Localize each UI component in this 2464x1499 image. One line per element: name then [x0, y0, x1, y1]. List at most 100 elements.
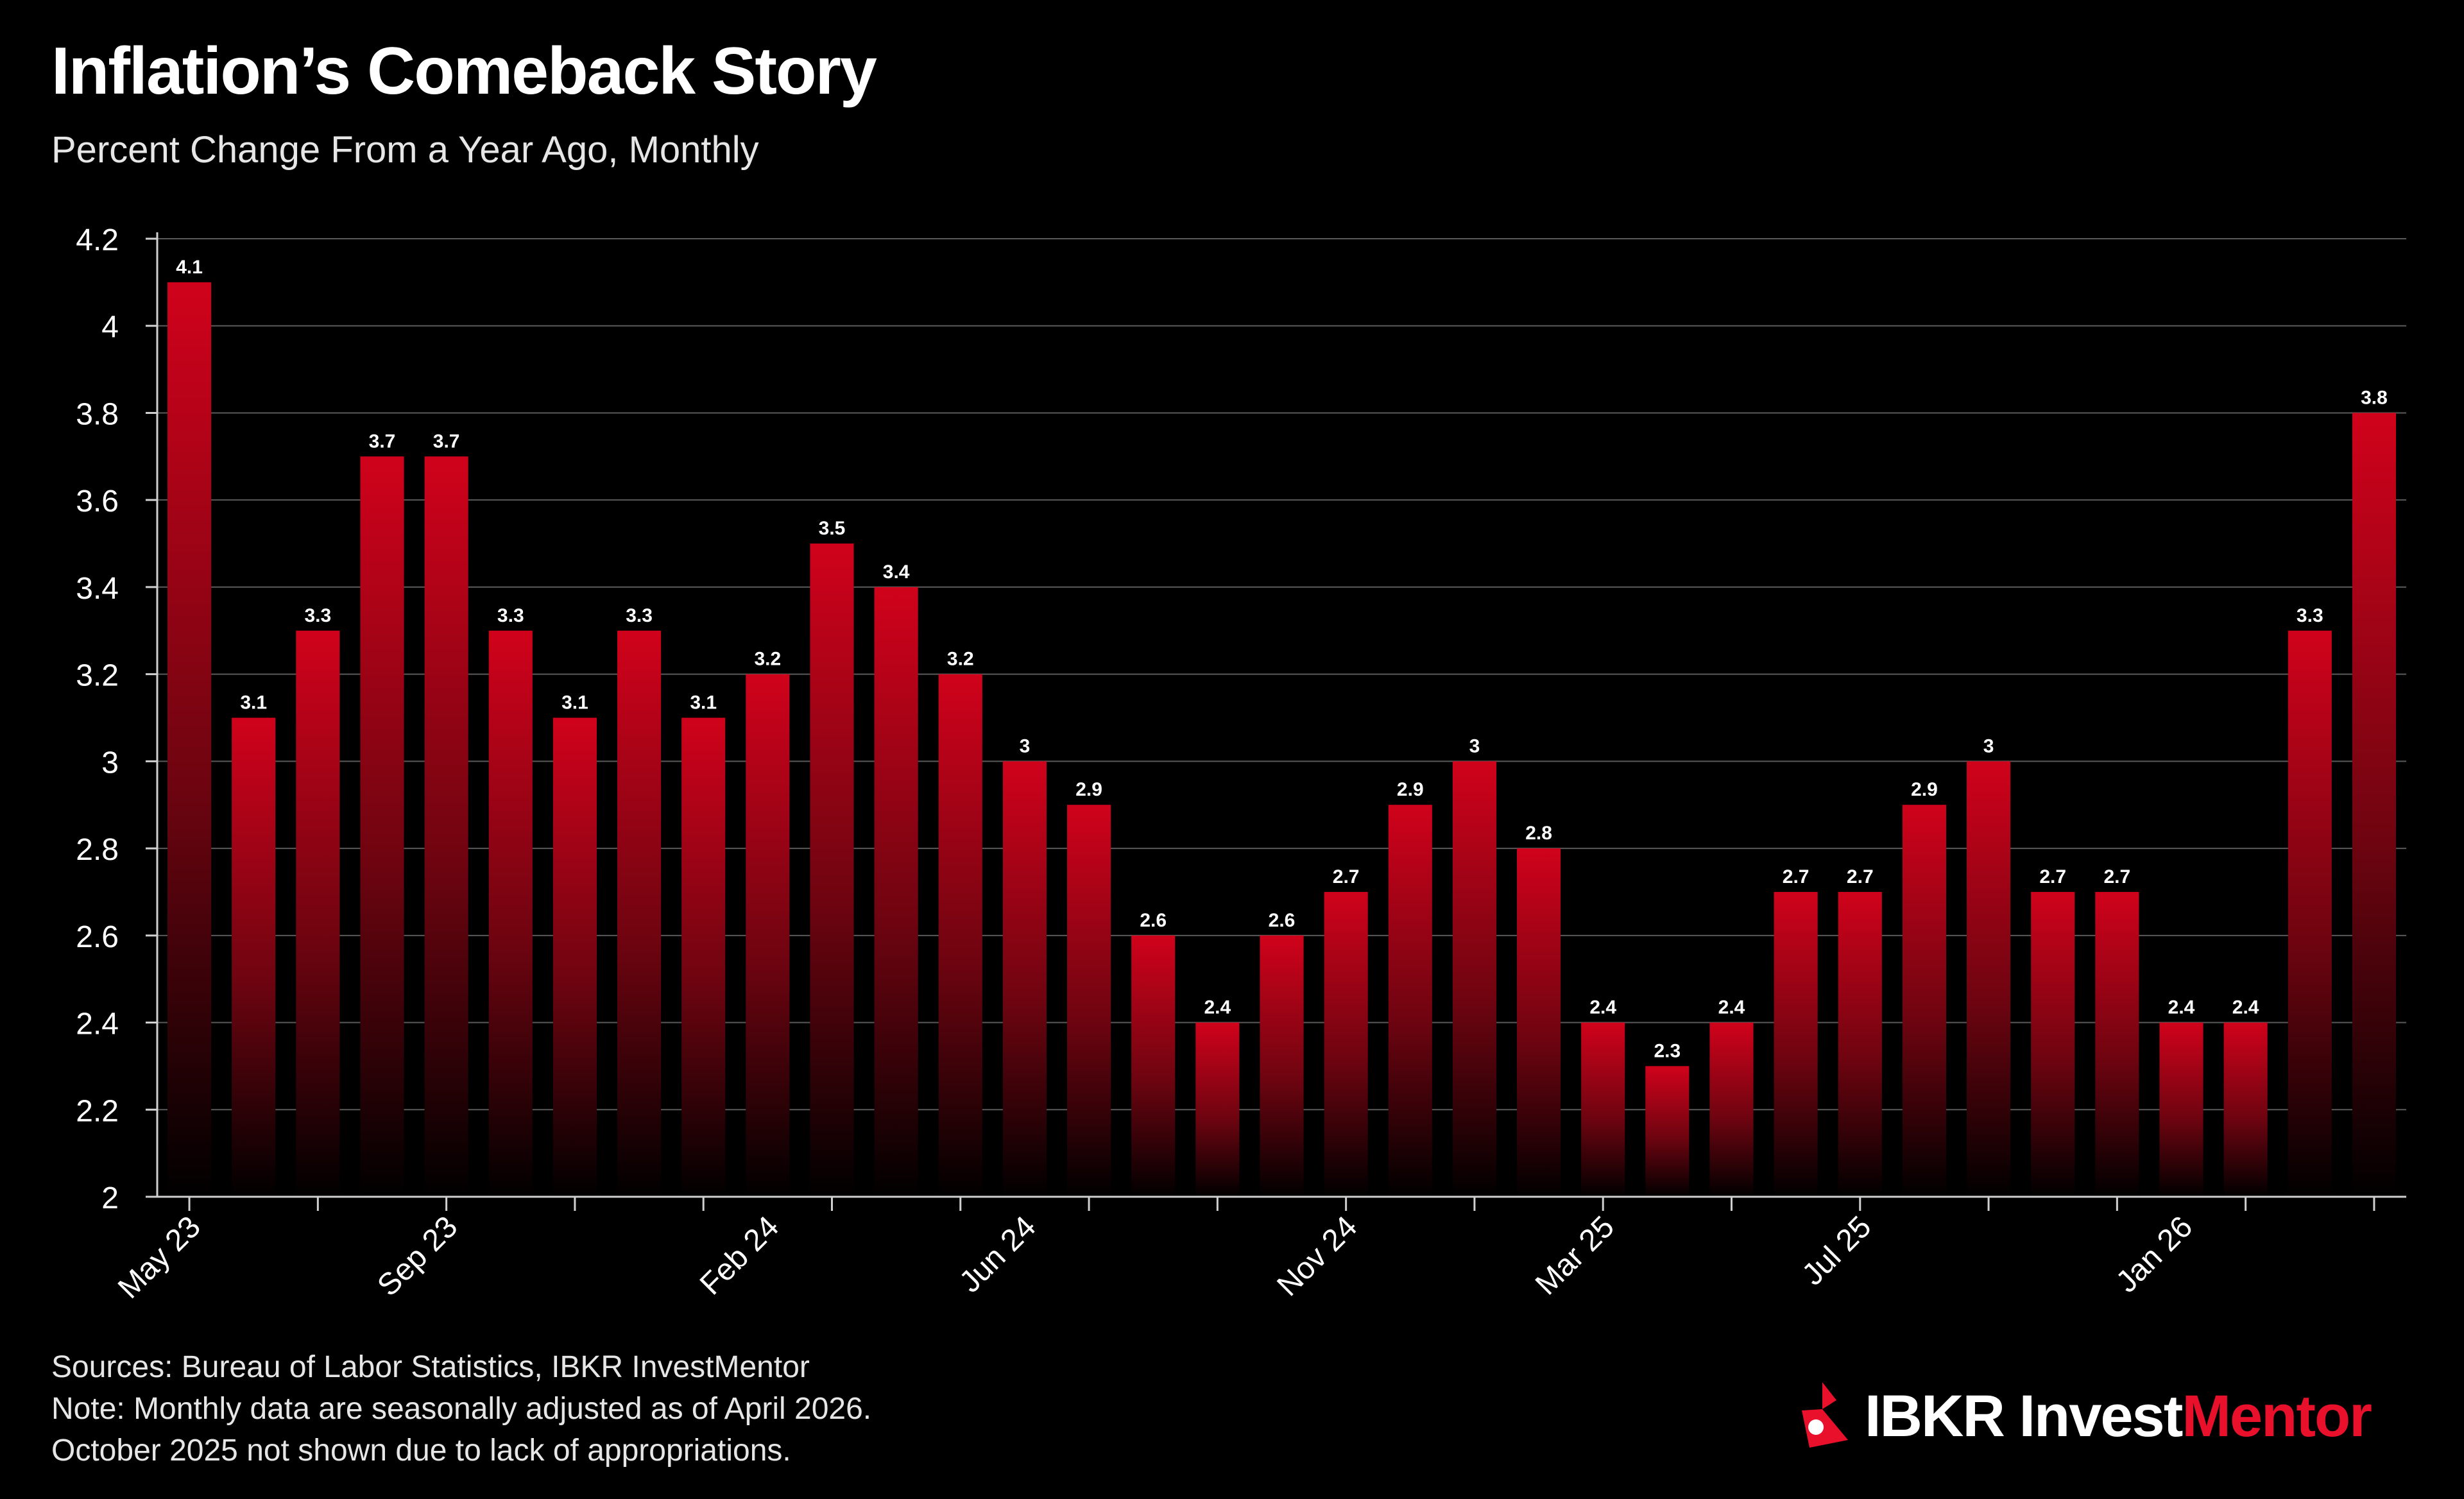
bar-value-label: 2.4 — [2232, 997, 2259, 1018]
bar — [874, 587, 918, 1197]
bar-value-label: 3.2 — [754, 649, 781, 670]
x-tick-label: Jun 24 — [953, 1210, 1042, 1299]
bar-value-label: 2.9 — [1397, 779, 1424, 800]
bar — [2095, 891, 2139, 1197]
y-tick-label: 3.6 — [76, 484, 119, 518]
bar-value-label: 3.2 — [947, 649, 974, 670]
bar-value-label: 2.4 — [1718, 997, 1745, 1018]
bar-value-label: 3.4 — [883, 561, 910, 583]
x-tick-label: Jan 26 — [2110, 1210, 2199, 1299]
bar-value-label: 3.1 — [240, 692, 267, 714]
y-tick-label: 4 — [101, 311, 119, 345]
bar — [746, 674, 790, 1197]
bar-value-label: 4.1 — [176, 257, 203, 278]
bar — [360, 456, 404, 1197]
logo-text-invest: IBKR Invest — [1865, 1383, 2183, 1449]
bar — [1260, 935, 1304, 1197]
bar-value-label: 3.3 — [304, 605, 331, 626]
x-tick-label: Jul 25 — [1796, 1210, 1878, 1292]
bar — [2223, 1022, 2268, 1197]
bar-value-label: 2.7 — [1847, 866, 1874, 887]
bar-value-label: 2.6 — [1140, 910, 1167, 931]
bar-value-label: 3.1 — [690, 692, 717, 714]
x-tick-label: Mar 25 — [1529, 1210, 1621, 1301]
bar-value-label: 3.3 — [2297, 605, 2323, 626]
bar — [552, 717, 597, 1197]
bar-value-label: 3.5 — [819, 518, 846, 539]
x-tick-label: May 23 — [112, 1210, 207, 1305]
bar-value-label: 2.7 — [1333, 866, 1360, 887]
bar-value-label: 3.7 — [369, 431, 396, 452]
bar-value-label: 2.7 — [2039, 866, 2066, 887]
bar-value-label: 2.9 — [1075, 779, 1102, 800]
bar — [617, 630, 662, 1197]
bar — [810, 544, 854, 1197]
bar — [1645, 1066, 1690, 1197]
y-tick-label: 3.4 — [76, 572, 119, 606]
bar — [681, 717, 726, 1197]
y-tick-label: 3.8 — [76, 397, 119, 431]
bar — [167, 282, 212, 1197]
ibkr-investmentor-logo: IBKR InvestMentor — [1797, 1375, 2372, 1458]
bar-value-label: 2.4 — [1589, 997, 1616, 1018]
bar-value-label: 2.4 — [2168, 997, 2195, 1018]
chart-notes: Sources: Bureau of Labor Statistics, IBK… — [51, 1346, 871, 1471]
bar-value-label: 2.6 — [1269, 910, 1296, 931]
bar — [2031, 891, 2075, 1197]
y-tick-label: 4.2 — [76, 223, 119, 257]
bar — [296, 630, 340, 1197]
bar — [1774, 891, 1818, 1197]
bar — [1452, 761, 1496, 1197]
chart-title: Inflation’s Comeback Story — [51, 34, 877, 108]
bar — [2159, 1022, 2203, 1197]
y-tick-label: 2.8 — [76, 833, 119, 867]
bar — [1838, 891, 1882, 1197]
bar-value-label: 2.7 — [1783, 866, 1810, 887]
bar — [1131, 935, 1176, 1197]
y-tick-label: 2 — [101, 1181, 119, 1215]
data-labels: 4.1 3.1 3.3 3.7 3.7 3.3 3.1 3.3 3.1 3.2 3.5 3.4 3.2 3… — [176, 257, 2388, 1062]
bar-value-label: 2.9 — [1911, 779, 1938, 800]
bar — [1581, 1022, 1625, 1197]
bars — [167, 282, 2396, 1197]
y-tick-label: 2.4 — [76, 1007, 119, 1041]
bar-value-label: 3 — [1983, 735, 1994, 757]
bar — [1067, 805, 1111, 1197]
y-tick-label: 2.6 — [76, 920, 119, 954]
chart-subtitle: Percent Change From a Year Ago, Monthly — [51, 129, 759, 171]
x-tick-label: Feb 24 — [694, 1210, 785, 1301]
bar — [1195, 1022, 1240, 1197]
x-tick-label: Nov 24 — [1270, 1210, 1364, 1303]
logo-text-mentor: Mentor — [2182, 1383, 2372, 1449]
bar — [232, 717, 276, 1197]
bar-value-label: 2.4 — [1204, 997, 1231, 1018]
bar — [1902, 805, 1946, 1197]
y-tick-label: 3.2 — [76, 659, 119, 693]
bar-value-label: 3.7 — [433, 431, 460, 452]
bar — [424, 456, 468, 1197]
y-tick-label: 3 — [101, 746, 119, 780]
bar — [1709, 1022, 1754, 1197]
bar — [1324, 891, 1368, 1197]
bar-value-label: 3 — [1020, 735, 1031, 757]
sources-note: Sources: Bureau of Labor Statistics, IBK… — [51, 1350, 810, 1384]
appropriations-note: October 2025 not shown due to lack of ap… — [51, 1434, 791, 1468]
bar-value-label: 2.7 — [2103, 866, 2130, 887]
bar-value-label: 3.1 — [561, 692, 588, 714]
bar — [1517, 848, 1561, 1197]
bar — [1388, 805, 1432, 1197]
y-tick-label: 2.2 — [76, 1094, 119, 1128]
bar-value-label: 2.8 — [1525, 823, 1552, 844]
bar-value-label: 3.8 — [2361, 387, 2388, 408]
bar — [488, 630, 533, 1197]
x-tick-label: Sep 23 — [371, 1210, 464, 1303]
bar-value-label: 3 — [1469, 735, 1480, 757]
bar — [2352, 413, 2396, 1197]
bar — [1967, 761, 2011, 1197]
bar-value-label: 3.3 — [497, 605, 524, 626]
bar — [938, 674, 982, 1197]
ibkr-flag-icon — [1802, 1382, 1848, 1448]
logo-wordmark: IBKR InvestMentor — [1865, 1383, 2372, 1450]
bar — [2288, 630, 2332, 1197]
